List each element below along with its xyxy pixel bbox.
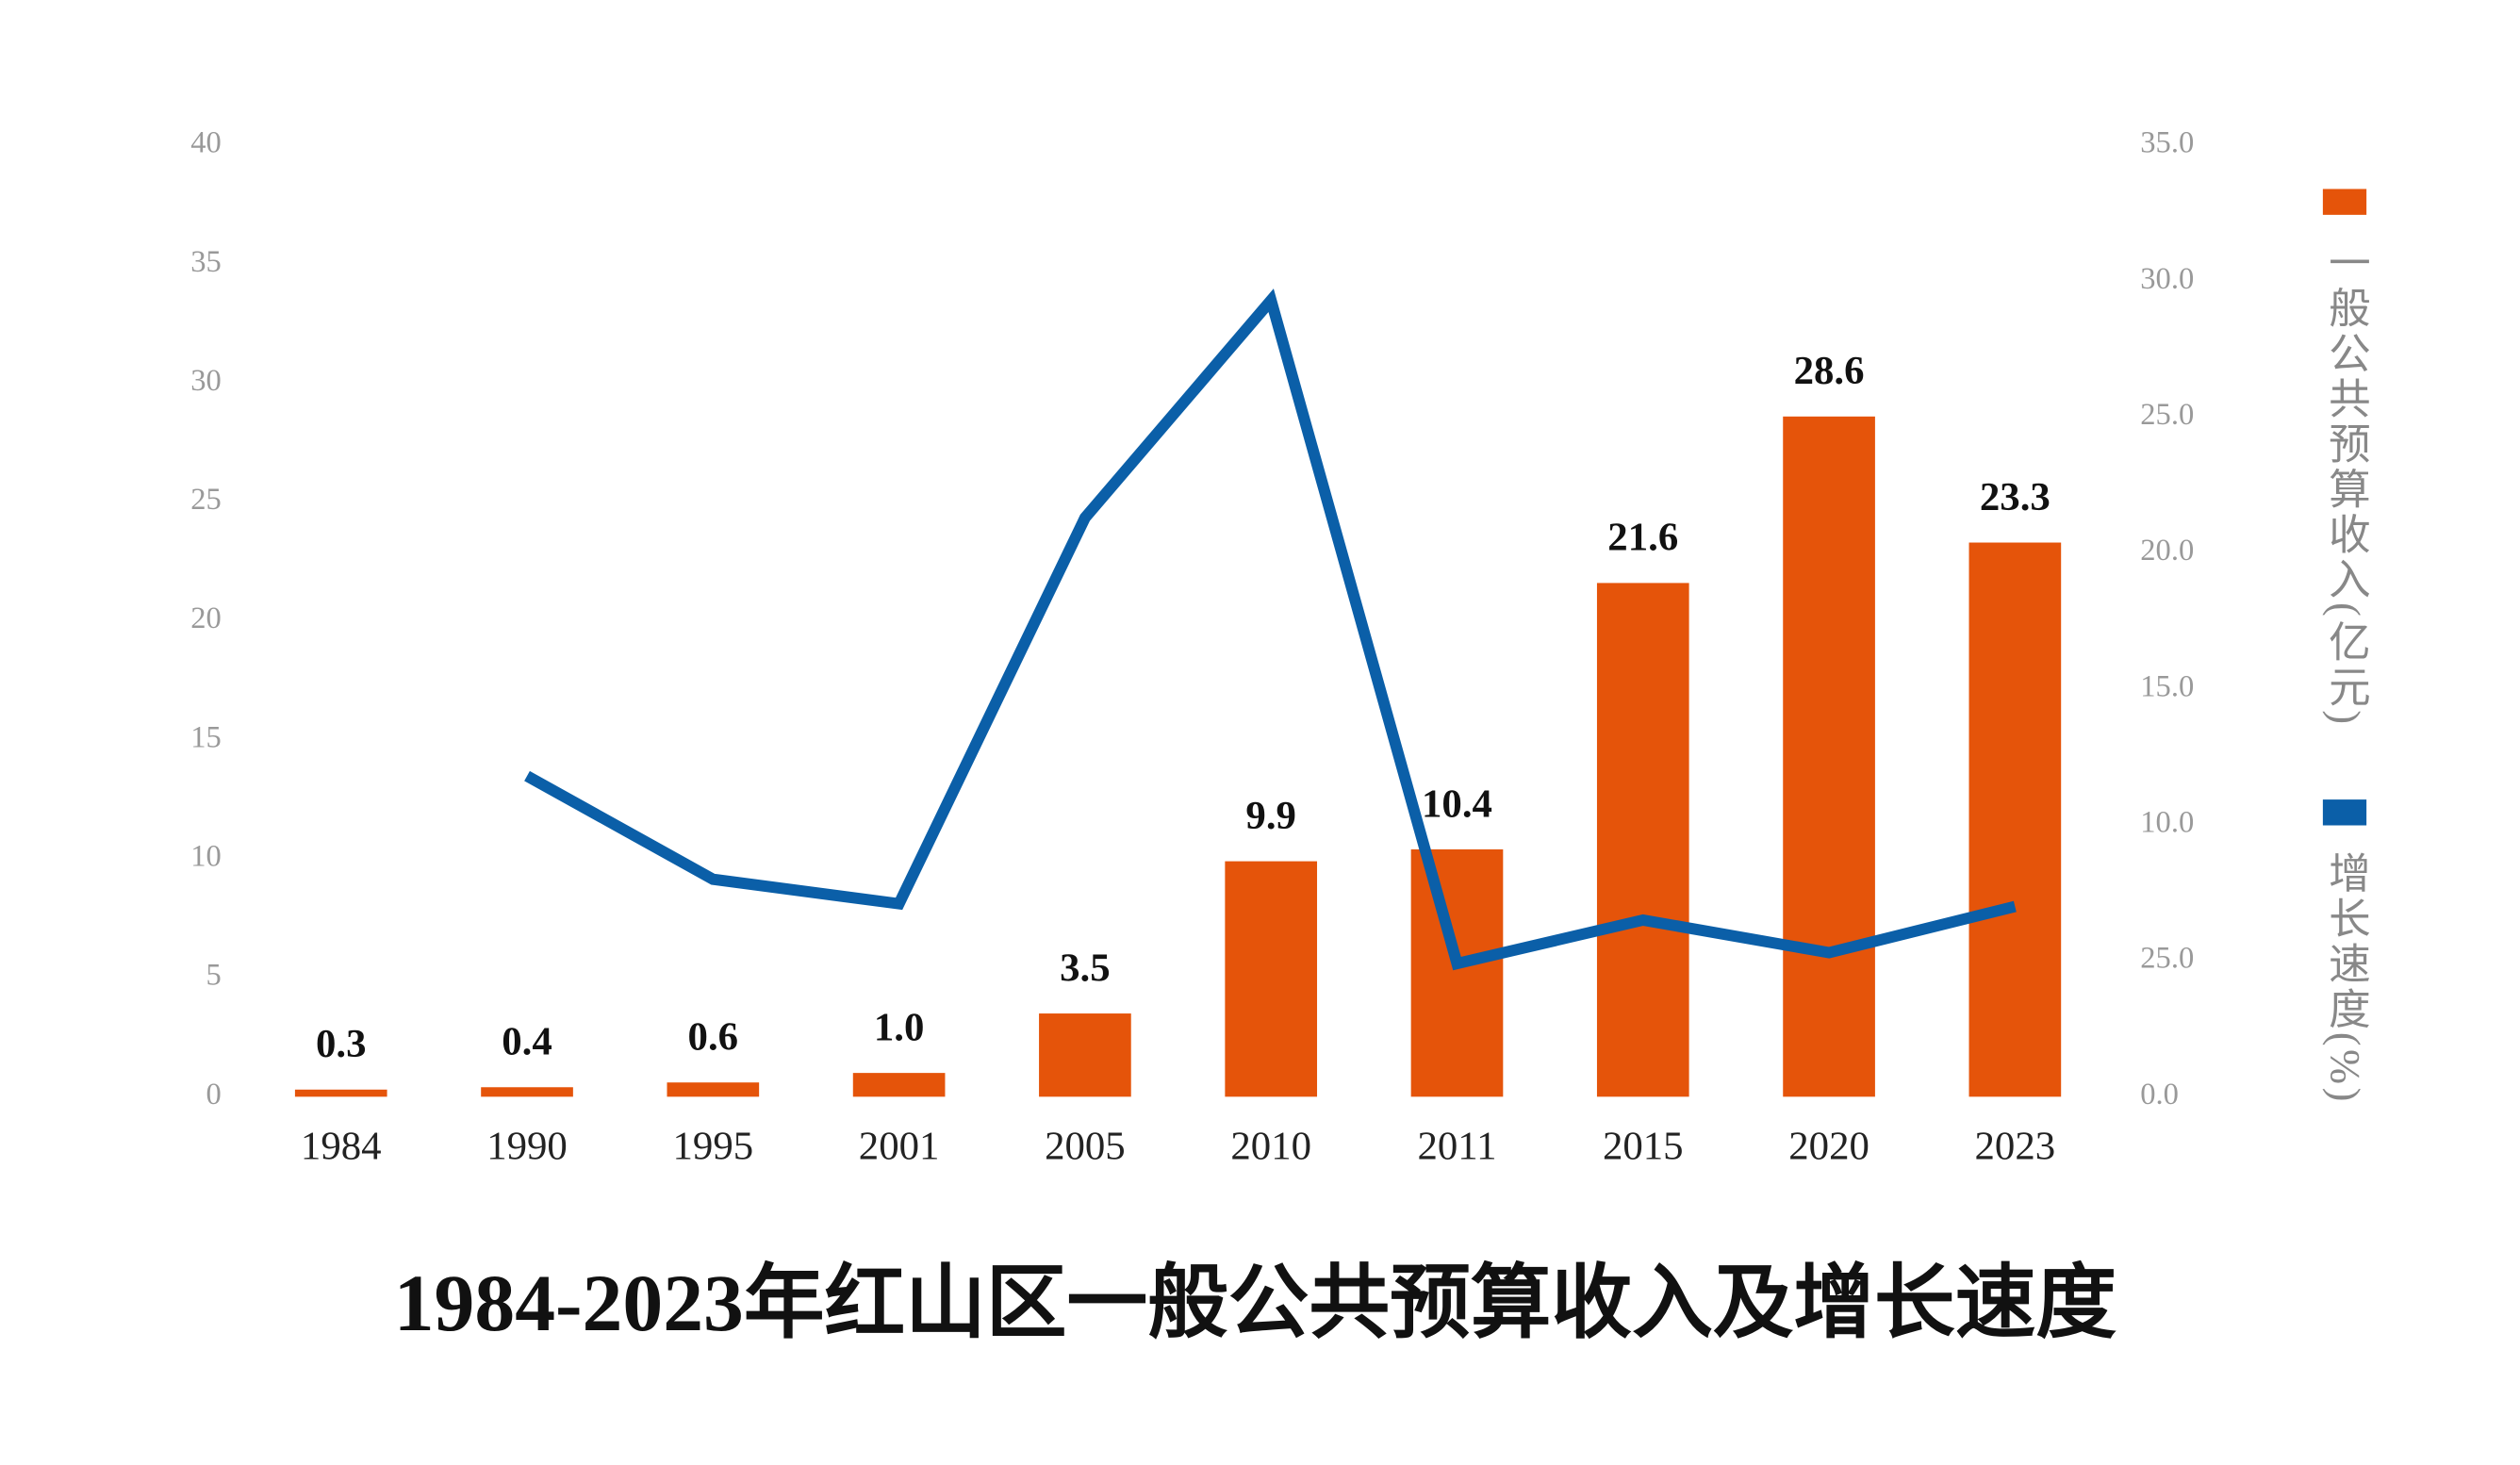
legend-swatch bbox=[2322, 189, 2367, 215]
bar bbox=[1968, 542, 2062, 1097]
y2-tick-label: 35.0 bbox=[2140, 126, 2194, 160]
line bbox=[524, 288, 2017, 971]
value-label: 1.0 bbox=[874, 1005, 925, 1049]
chart-title: 1984-2023年红山区一般公共预算收入及增长速度 bbox=[394, 1259, 2117, 1348]
y2-tick-label: 25.0 bbox=[2140, 398, 2194, 432]
value-label: 0.6 bbox=[688, 1015, 739, 1060]
y2-tick-label: 15.0 bbox=[2140, 669, 2194, 703]
x-tick-label: 1990 bbox=[486, 1125, 568, 1169]
value-label: 3.5 bbox=[1060, 946, 1111, 990]
x-tick-label: 2001 bbox=[859, 1125, 940, 1169]
value-label: 23.3 bbox=[1980, 475, 2051, 519]
value-label: 0.3 bbox=[316, 1022, 367, 1066]
y-tick-label: 40 bbox=[190, 126, 222, 160]
value-label: 0.4 bbox=[502, 1020, 552, 1064]
y-tick-label: 5 bbox=[206, 959, 222, 993]
y2-tick-label: 25.0 bbox=[2140, 942, 2194, 976]
bar bbox=[1783, 416, 1875, 1097]
value-label: 28.6 bbox=[1794, 349, 1865, 393]
x-tick-label: 2005 bbox=[1045, 1125, 1126, 1169]
y2-tick-label: 0.0 bbox=[2140, 1078, 2179, 1111]
legend-label: 一般公共预算收入(亿元) bbox=[2322, 240, 2369, 727]
value-label: 21.6 bbox=[1607, 516, 1678, 560]
y2-tick-label: 10.0 bbox=[2140, 805, 2194, 839]
x-tick-label: 1995 bbox=[672, 1125, 753, 1169]
y-tick-label: 35 bbox=[190, 245, 222, 279]
x-tick-label: 2010 bbox=[1230, 1125, 1311, 1169]
legend-swatch bbox=[2322, 799, 2367, 826]
legend-label: 增长速度(%) bbox=[2322, 851, 2369, 1105]
bar bbox=[1225, 861, 1318, 1097]
bar bbox=[1410, 848, 1504, 1097]
bar bbox=[1039, 1013, 1131, 1097]
y-tick-label: 20 bbox=[190, 601, 222, 635]
bar bbox=[481, 1087, 573, 1097]
value-label: 9.9 bbox=[1245, 794, 1296, 838]
bar bbox=[294, 1089, 387, 1097]
y-tick-label: 10 bbox=[190, 840, 222, 874]
x-tick-label: 1984 bbox=[301, 1125, 382, 1169]
x-tick-label: 2011 bbox=[1417, 1125, 1496, 1169]
bar bbox=[1596, 583, 1689, 1097]
y2-tick-label: 20.0 bbox=[2140, 534, 2194, 568]
y-tick-label: 0 bbox=[206, 1078, 222, 1111]
y-tick-label: 15 bbox=[190, 720, 222, 754]
y-tick-label: 30 bbox=[190, 364, 222, 398]
y2-tick-label: 30.0 bbox=[2140, 262, 2194, 296]
bar bbox=[667, 1082, 760, 1097]
x-tick-label: 2020 bbox=[1788, 1125, 1869, 1169]
value-label: 10.4 bbox=[1422, 782, 1492, 826]
x-tick-label: 2023 bbox=[1975, 1125, 2056, 1169]
bar bbox=[852, 1073, 946, 1097]
y-tick-label: 25 bbox=[190, 483, 222, 517]
x-tick-label: 2015 bbox=[1603, 1125, 1684, 1169]
